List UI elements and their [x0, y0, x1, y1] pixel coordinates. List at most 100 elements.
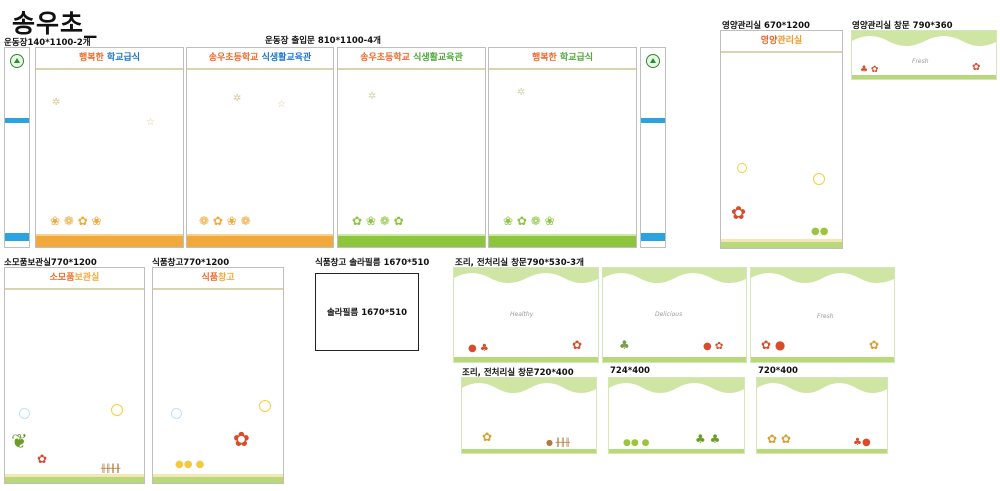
potted-plant-icon: ✿ [869, 338, 880, 352]
entrance-panel-1: 행복한 학교급식 ✲ ☆ ❀ ❁ ✿ ❀ [35, 47, 184, 248]
caption-window-724: 724*400 [610, 366, 650, 376]
ground-strip [609, 449, 744, 453]
wave-border [462, 378, 596, 393]
wave-border [609, 378, 744, 393]
fruit-icon: ● ✿ [703, 341, 724, 352]
ground-strip [751, 357, 894, 362]
cooking-window-1: Healthy ● ♣ ✿ [453, 267, 599, 363]
ground-strip [454, 357, 598, 362]
hanging-star-icon: ☆ [146, 117, 155, 128]
entrance-panel-header: 송우초등학교 식생활교육관 [187, 48, 333, 70]
potted-plant-icon: ✿ [482, 430, 493, 444]
solar-film-box: 솔라필름 1670*510 [315, 273, 419, 351]
entrance-panel-header: 송우초등학교 식생활교육관 [338, 48, 485, 70]
caption-cooking-window-720: 조리, 전처리실 창문720*400 [462, 368, 574, 378]
consumables-room-panel: 소모품보관실 ❦ ✿ ╫╫╫╫ [4, 267, 145, 484]
caption-cooking-window-790: 조리, 전처리실 창문790*530-3개 [455, 258, 584, 268]
potted-plant-icon: ❦ [11, 429, 28, 453]
bubble-icon [171, 408, 182, 419]
wave-border [852, 31, 996, 46]
school-logo-icon [10, 54, 24, 68]
caption-food-storage-film: 식품창고 솔라필름 1670*510 [315, 258, 430, 268]
blue-stripe [5, 118, 29, 123]
caption-playground-side: 운동장140*1100-2개 [4, 38, 91, 48]
playground-side-panel-left [4, 47, 30, 248]
blue-stripe [5, 233, 29, 241]
bubble-icon [111, 404, 123, 416]
orange-band [187, 234, 333, 247]
window-script-text: Fresh [817, 313, 834, 320]
bubble-icon [737, 163, 747, 173]
green-band [489, 234, 636, 247]
window-script-text: Healthy [510, 311, 534, 318]
window-724: ●● ● ♣ ♣ [608, 377, 745, 454]
entrance-panel-header: 행복한 학교급식 [36, 48, 183, 70]
potted-plant-icon: ♣ ♣ [695, 432, 721, 446]
ground-strip [462, 449, 596, 453]
entrance-panel-2: 송우초등학교 식생활교육관 ✲ ☆ ❁ ✿ ❀ ❁ [186, 47, 334, 248]
potted-plant-icon: ✿ [972, 62, 981, 73]
caption-window-720: 720*400 [758, 366, 798, 376]
playground-side-panel-right [640, 47, 666, 248]
nutrition-window-panel: Fresh ♣ ✿ ✿ [851, 30, 997, 80]
entrance-panel-4: 행복한 학교급식 ✲ ❀ ✿ ❁ ❀ [488, 47, 637, 248]
bubble-icon [813, 173, 825, 185]
window-720: ✿ ✿ ♣● [756, 377, 888, 454]
cooking-window-2: Delicious ♣ ● ✿ [602, 267, 747, 363]
plants-icon: ♣ ✿ [860, 65, 879, 75]
orange-band [36, 234, 183, 247]
fence-icon: ╫╫╫╫ [101, 464, 121, 473]
ground-strip [153, 477, 283, 483]
vegetables-icon: ❁ ✿ ❀ ❁ [199, 214, 251, 228]
potted-plant-icon: ♣ [619, 338, 630, 352]
window-script-text: Delicious [655, 311, 683, 318]
caption-playground-entrance: 운동장 출입문 810*1100-4개 [265, 36, 381, 46]
cooking-window-720: ✿ ● ╫╫╫ [461, 377, 597, 454]
ground-strip [5, 474, 144, 477]
hanging-star-icon: ✲ [233, 93, 242, 104]
blue-stripe [641, 118, 665, 123]
fruit-icon: ●● ● [175, 459, 205, 470]
fruit-icon: ●● [811, 226, 829, 237]
ground-strip [5, 477, 144, 483]
wave-border [603, 268, 746, 283]
school-logo-icon [646, 54, 660, 68]
wave-border [454, 268, 598, 283]
hanging-star-icon: ✲ [368, 91, 377, 102]
bubble-icon [19, 408, 30, 419]
entrance-panel-3: 송우초등학교 식생활교육관 ✲ ✿ ❀ ❁ ✿ [337, 47, 486, 248]
vegetables-icon: ✿ ❀ ❁ ✿ [352, 214, 404, 228]
vegetables-icon: ❀ ❁ ✿ ❀ [50, 214, 102, 228]
caption-nutrition-window: 영양관리실 창문 790*360 [852, 21, 953, 31]
caption-nutrition-room: 영양관리실 670*1200 [722, 21, 810, 31]
vegetables-icon: ❀ ✿ ❁ ❀ [503, 214, 555, 228]
potted-plant-icon: ✿ ✿ [767, 432, 791, 446]
caption-food-storage: 식품창고770*1200 [152, 258, 230, 268]
potted-plant-icon: ✿ [572, 338, 583, 352]
food-storage-panel: 식품창고 ✿ ●● ● [152, 267, 284, 484]
blue-stripe [641, 233, 665, 241]
room-sign-header: 영양관리실 [721, 31, 842, 53]
potted-plant-icon: ✿ ● [761, 338, 786, 352]
ground-strip [757, 449, 887, 453]
caption-consumables-room: 소모품보관실770*1200 [4, 258, 97, 268]
window-script-text: Fresh [912, 58, 929, 65]
hanging-star-icon: ✲ [52, 97, 61, 108]
ground-strip [153, 474, 283, 477]
potted-plant-icon: ✿ [37, 452, 48, 466]
wave-border [751, 268, 894, 283]
nutrition-room-panel: 영양관리실 ✿ ●● [720, 30, 843, 249]
page-title: 송우초_ [12, 9, 98, 38]
wave-border [757, 378, 887, 393]
ground-strip [721, 239, 842, 242]
vegetables-icon: ● ♣ [468, 343, 489, 354]
bubble-icon [259, 400, 271, 412]
vegetables-icon: ●● ● [623, 438, 650, 448]
fruit-icon: ♣● [853, 437, 871, 448]
potted-plant-icon: ✿ [233, 427, 250, 451]
ground-strip [721, 242, 842, 248]
ground-strip [852, 75, 996, 79]
hanging-star-icon: ☆ [277, 99, 286, 110]
fence-icon: ● ╫╫╫ [546, 438, 570, 447]
room-sign-header: 식품창고 [153, 268, 283, 290]
